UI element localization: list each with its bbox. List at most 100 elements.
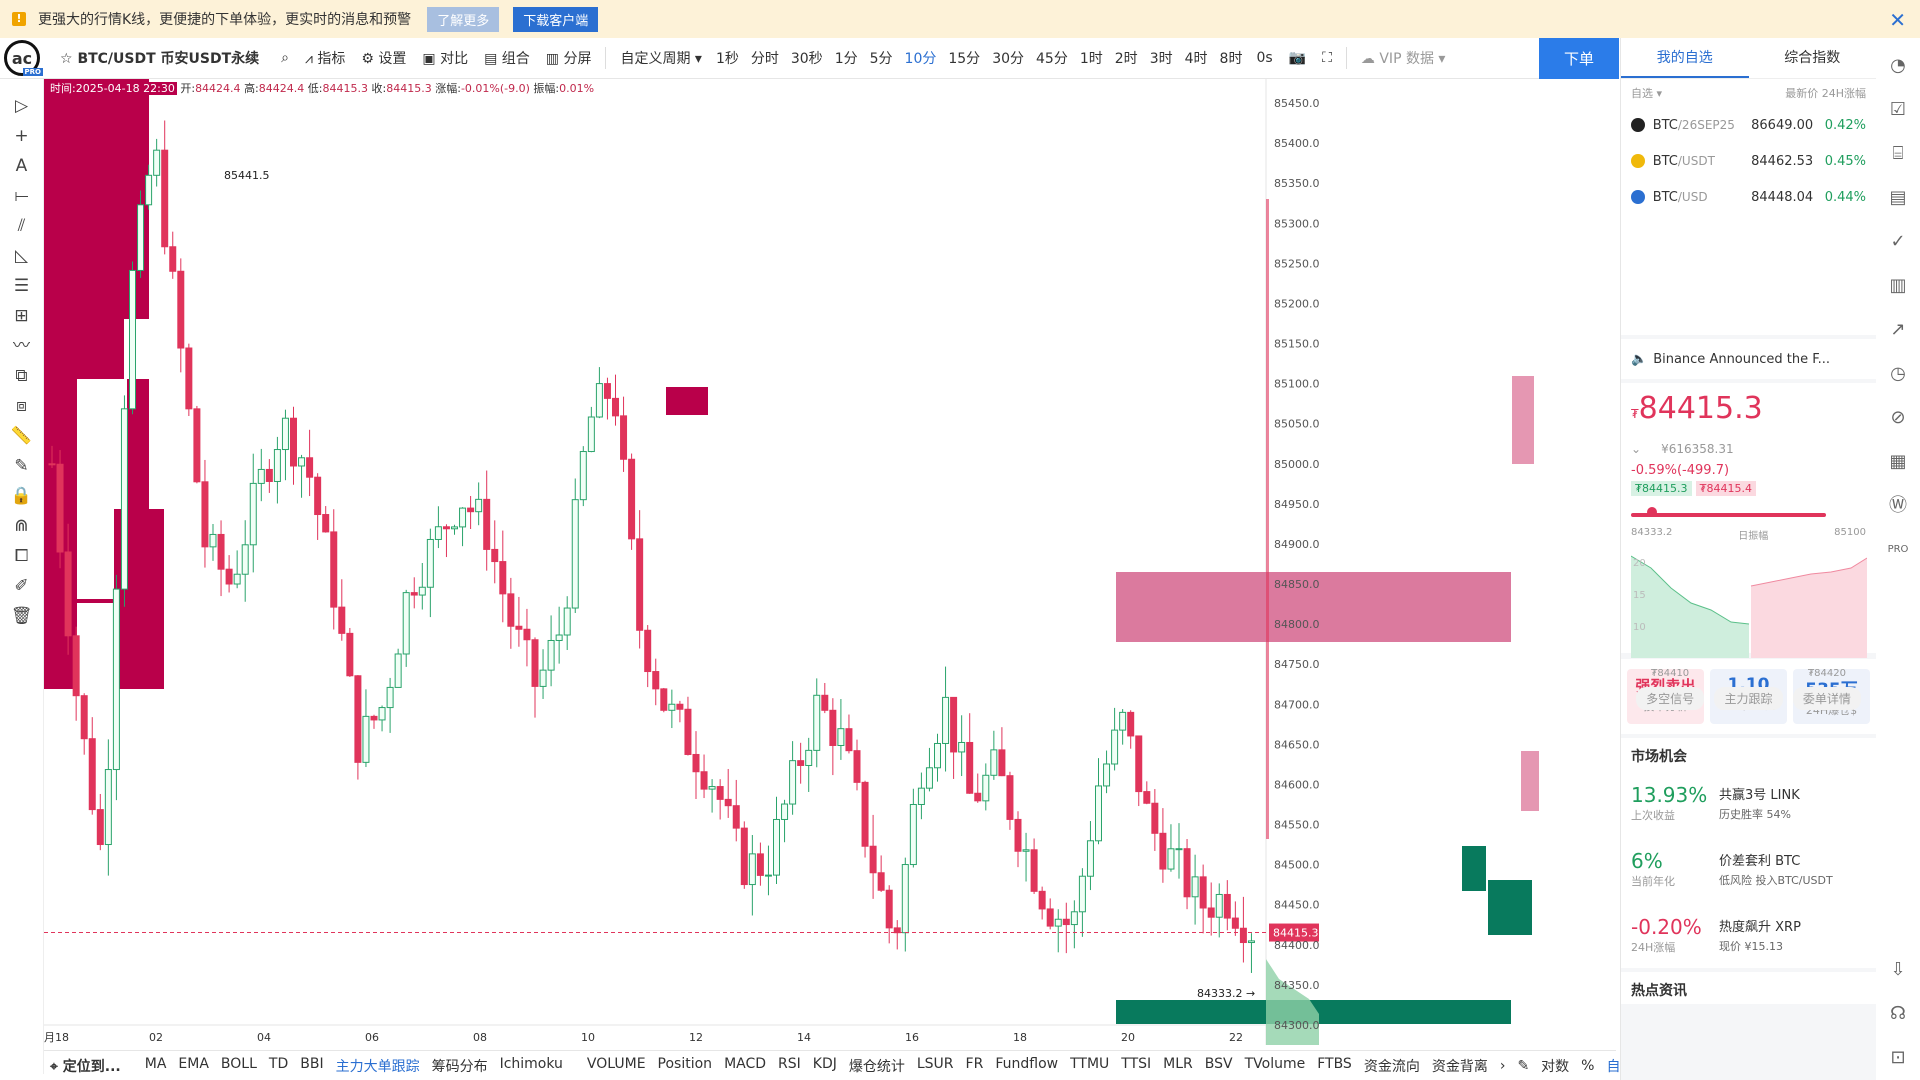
watchlist-filter[interactable]: 自选 ▾ xyxy=(1631,87,1663,100)
period-5[interactable]: 10分 xyxy=(904,51,937,67)
period-4[interactable]: 5分 xyxy=(869,51,893,67)
opportunity-card[interactable]: 13.93% 上次收益 共赢3号 LINK 历史胜率 54% xyxy=(1621,770,1876,836)
clock-icon[interactable]: ◷ xyxy=(1890,363,1906,384)
list-icon[interactable]: ▦ xyxy=(1889,451,1907,472)
period-3[interactable]: 1分 xyxy=(834,51,858,67)
candlestick-chart[interactable]: 84415.3 85441.5 84333.2 → 85450.0 85400.0 853… xyxy=(44,79,1616,1045)
sub-indicator-13[interactable]: TVolume xyxy=(1244,1055,1306,1072)
download-client-button[interactable]: 下载客户端 xyxy=(513,6,599,32)
sub-indicator-5[interactable]: 爆仓统计 xyxy=(848,1058,905,1075)
main-indicator-4[interactable]: BBI xyxy=(300,1055,324,1072)
camera-icon[interactable]: 📷 xyxy=(1288,50,1307,66)
more-arrow-icon[interactable]: › xyxy=(1499,1057,1506,1074)
grid-icon[interactable]: ⊞ xyxy=(14,306,29,326)
fib-icon[interactable]: ⧉ xyxy=(15,366,28,386)
period-9[interactable]: 1时 xyxy=(1079,51,1103,67)
wiki-icon[interactable]: Ⓦ xyxy=(1889,495,1907,516)
lock-icon[interactable]: 🔒 xyxy=(10,486,33,506)
sub-indicator-1[interactable]: Position xyxy=(657,1055,713,1072)
download-icon[interactable]: ⇩ xyxy=(1890,959,1906,980)
combine-button[interactable]: ▤ 组合 xyxy=(484,51,530,67)
main-indicator-2[interactable]: BOLL xyxy=(220,1055,257,1072)
long-short-signal-button[interactable]: 多空信号 xyxy=(1636,687,1705,710)
compare-button[interactable]: ▣ 对比 xyxy=(422,51,469,67)
main-indicator-1[interactable]: EMA xyxy=(178,1055,209,1072)
scan-icon[interactable]: ⊡ xyxy=(1890,1047,1906,1068)
locate-button[interactable]: ⌖ 定位到... xyxy=(50,1056,121,1076)
trash-icon[interactable]: 🗑 xyxy=(10,606,33,626)
cursor-icon[interactable]: ▷ xyxy=(14,96,29,116)
tab-watchlist[interactable]: 我的自选 xyxy=(1621,38,1749,78)
fullscreen-icon[interactable]: ⛶ xyxy=(1322,50,1332,66)
period-7[interactable]: 30分 xyxy=(992,51,1025,67)
headset-icon[interactable]: ☊ xyxy=(1890,1003,1906,1024)
log-toggle[interactable]: 对数 xyxy=(1541,1058,1570,1075)
compass-icon[interactable]: ⊘ xyxy=(1890,407,1906,428)
sub-indicator-3[interactable]: RSI xyxy=(778,1055,801,1072)
split-screen-button[interactable]: ▥ 分屏 xyxy=(545,51,592,67)
globe-icon[interactable]: ◔ xyxy=(1890,55,1906,76)
sub-indicator-4[interactable]: KDJ xyxy=(812,1055,837,1072)
watchlist-row[interactable]: BTC/USDT 84462.53 0.45% xyxy=(1621,143,1876,179)
order-detail-button[interactable]: 委单详情 xyxy=(1792,687,1861,710)
edit-icon[interactable]: ✐ xyxy=(14,576,29,596)
fib2-icon[interactable]: ⧈ xyxy=(16,396,27,416)
search-icon[interactable]: ⌕ xyxy=(281,50,290,66)
indicator-button[interactable]: ⩘ 指标 xyxy=(305,51,346,67)
news-icon[interactable]: ▤ xyxy=(1889,187,1907,208)
price-dropdown-icon[interactable]: ⌄ xyxy=(1631,442,1642,456)
main-indicator-0[interactable]: MA xyxy=(144,1055,167,1072)
custom-period-dropdown[interactable]: 自定义周期 ▾ xyxy=(620,51,702,67)
sub-indicator-14[interactable]: FTBS xyxy=(1317,1055,1352,1072)
period-6[interactable]: 15分 xyxy=(948,51,981,67)
crosshair-icon[interactable]: + xyxy=(14,126,29,146)
sub-indicator-16[interactable]: 资金背离 xyxy=(1431,1058,1488,1075)
period-8[interactable]: 45分 xyxy=(1036,51,1068,67)
sub-indicator-0[interactable]: VOLUME xyxy=(586,1055,646,1072)
news-ticker[interactable]: 🔈 Binance Announced the F... xyxy=(1621,339,1876,379)
symbol-selector[interactable]: ☆ BTC/USDT 币安USDT永续 xyxy=(60,48,259,68)
sub-indicator-12[interactable]: BSV xyxy=(1204,1055,1233,1072)
sub-indicator-15[interactable]: 资金流向 xyxy=(1363,1058,1420,1075)
sub-indicator-11[interactable]: MLR xyxy=(1163,1055,1193,1072)
clipboard-icon[interactable]: ✓ xyxy=(1890,231,1906,252)
bars-icon[interactable]: ▥ xyxy=(1889,275,1907,296)
tab-composite-index[interactable]: 综合指数 xyxy=(1784,50,1841,66)
close-banner-icon[interactable]: ✕ xyxy=(1889,8,1906,32)
edit-icon[interactable]: ✎ xyxy=(1517,1057,1530,1074)
hlines-icon[interactable]: ☰ xyxy=(13,276,30,296)
sub-indicator-7[interactable]: FR xyxy=(965,1055,984,1072)
magnet-icon[interactable]: ⋒ xyxy=(14,516,29,536)
period-10[interactable]: 2时 xyxy=(1114,51,1138,67)
pro-icon[interactable]: PRO xyxy=(1887,544,1909,555)
vip-data-dropdown[interactable]: ☁ VIP 数据 ▾ xyxy=(1360,51,1446,67)
settings-button[interactable]: ⚙ 设置 xyxy=(361,51,407,67)
period-1[interactable]: 分时 xyxy=(750,51,779,67)
watchlist-row[interactable]: BTC/USD 84448.04 0.44% xyxy=(1621,179,1876,215)
period-0[interactable]: 1秒 xyxy=(715,51,739,67)
main-indicator-3[interactable]: TD xyxy=(268,1055,289,1072)
main-indicator-7[interactable]: Ichimoku xyxy=(499,1055,563,1072)
sub-indicator-9[interactable]: TTMU xyxy=(1070,1055,1110,1072)
sub-indicator-2[interactable]: MACD xyxy=(724,1055,767,1072)
watchlist-row[interactable]: BTC/26SEP25 86649.00 0.42% xyxy=(1621,107,1876,143)
ray-icon[interactable]: ◺ xyxy=(14,246,29,266)
ruler-icon[interactable]: 📏 xyxy=(10,426,33,446)
export-icon[interactable]: ↗ xyxy=(1890,319,1906,340)
main-indicator-5[interactable]: 主力大单跟踪 xyxy=(335,1058,420,1075)
wave-icon[interactable]: 〰 xyxy=(13,336,30,356)
sub-indicator-8[interactable]: Fundflow xyxy=(995,1055,1059,1072)
main-indicator-6[interactable]: 筹码分布 xyxy=(431,1058,488,1075)
percent-toggle[interactable]: % xyxy=(1581,1057,1595,1074)
text-icon[interactable]: A xyxy=(15,156,28,176)
copy-icon[interactable]: ⧠ xyxy=(14,546,29,566)
zero-seconds-button[interactable]: 0s xyxy=(1256,50,1273,66)
period-12[interactable]: 4时 xyxy=(1184,51,1208,67)
period-11[interactable]: 3时 xyxy=(1149,51,1173,67)
note-icon[interactable]: ☑ xyxy=(1889,99,1907,120)
pen-icon[interactable]: ✎ xyxy=(14,456,29,476)
period-2[interactable]: 30秒 xyxy=(790,51,823,67)
opportunity-card[interactable]: -0.20% 24H涨幅 热度飙升 XRP 现价 ¥15.13 xyxy=(1621,902,1876,968)
line-icon[interactable]: ⟝ xyxy=(14,186,29,206)
opportunity-card[interactable]: 6% 当前年化 价差套利 BTC 低风险 投入BTC/USDT xyxy=(1621,836,1876,902)
